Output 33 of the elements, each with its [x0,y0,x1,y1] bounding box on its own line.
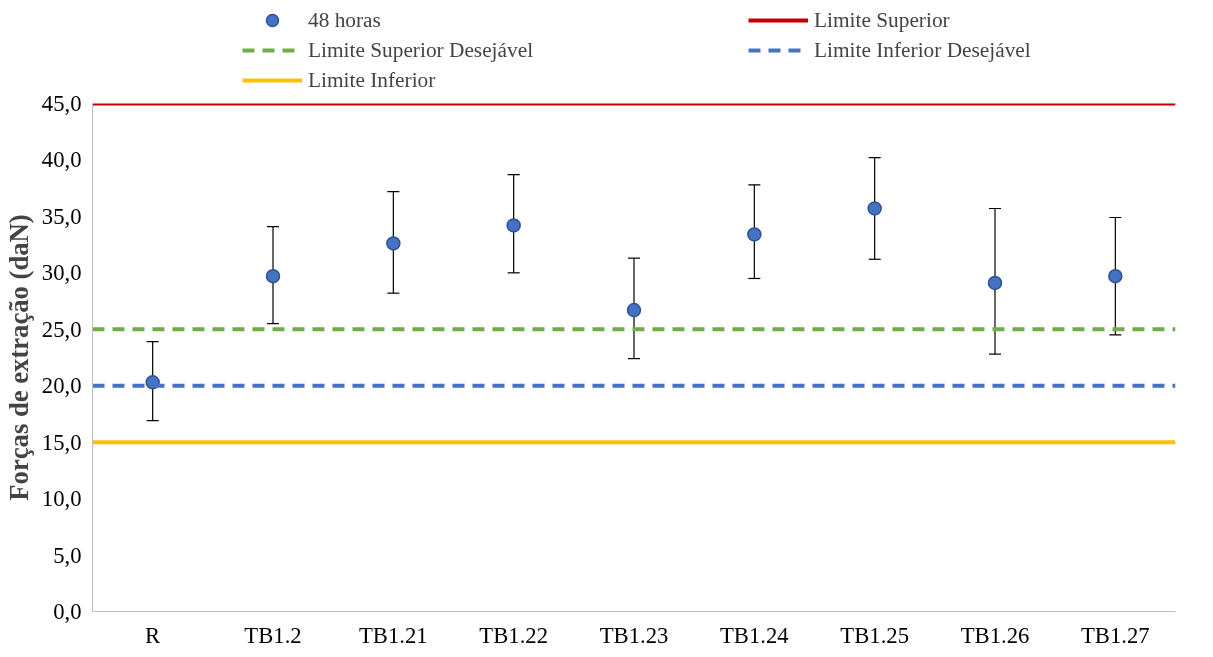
y-tick-label: 20,0 [41,373,82,399]
y-tick-label: 40,0 [41,147,82,173]
x-tick-label: R [145,622,162,648]
x-tick-label: TB1.2 [244,622,302,648]
point [626,302,642,318]
x-tick-label: TB1.21 [359,622,428,648]
point [1108,268,1123,284]
y-axis-title: Forças de extração (daN) [3,214,34,501]
point [987,275,1003,291]
y-tick-label: 35,0 [41,203,82,229]
y-tick-label: 25,0 [41,316,82,342]
legend-label: 48 horas [308,6,382,34]
point [747,227,762,242]
point [386,236,401,251]
x-tick-label: TB1.27 [1081,622,1150,648]
x-tick-label: TB1.22 [479,622,548,648]
legend-label: Limite Inferior [308,66,437,94]
y-tick-label: 0,0 [53,599,82,624]
y-tick-label: 5,0 [53,542,82,568]
point [867,201,882,216]
point [265,268,281,284]
y-tick-label: 45,0 [41,91,82,116]
legend-label: Limite Superior Desejável [308,36,535,64]
x-tick-label: TB1.25 [840,622,909,648]
y-tick-label: 30,0 [41,260,82,286]
legend-label: Limite Superior [814,6,951,34]
x-tick-label: TB1.23 [599,622,669,648]
point [506,218,521,233]
legend-label: Limite Inferior Desejável [814,36,1032,64]
y-tick-label: 15,0 [41,429,82,455]
x-tick-label: TB1.24 [720,622,789,648]
x-tick-label: TB1.26 [960,622,1030,648]
y-tick-label: 10,0 [41,486,82,512]
